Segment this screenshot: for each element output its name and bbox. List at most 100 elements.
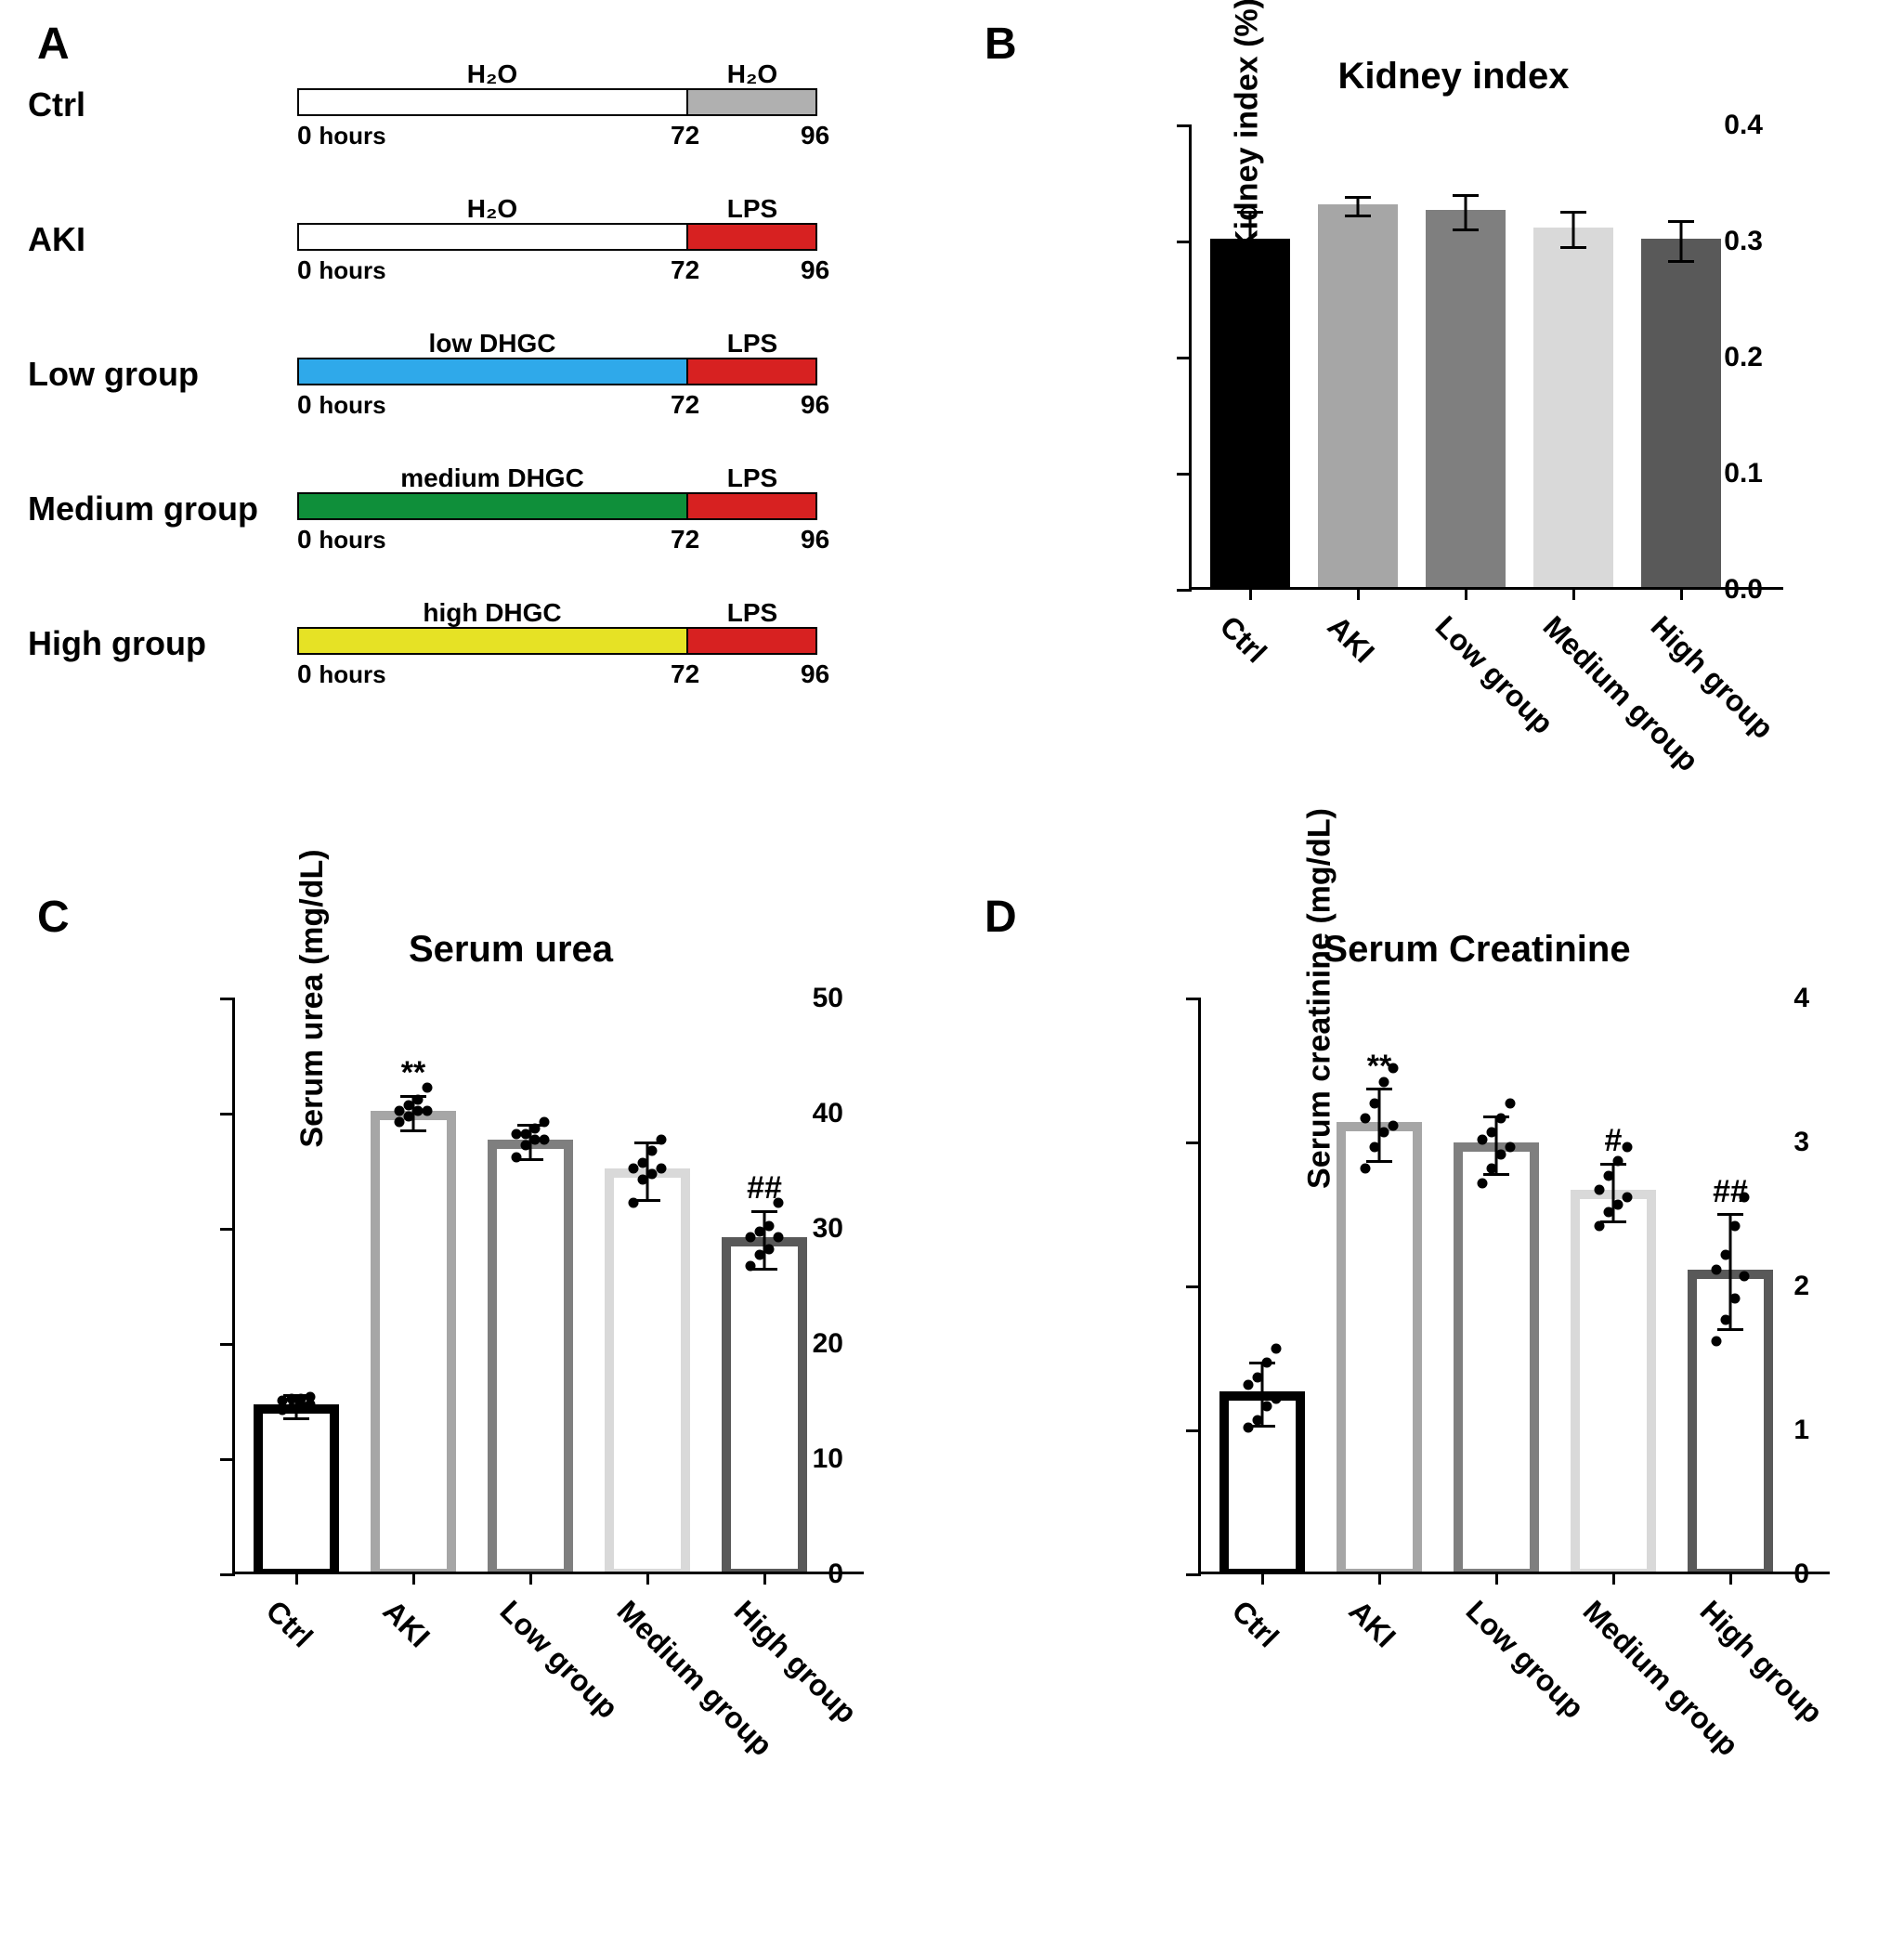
timeline-seg-label: LPS xyxy=(727,194,777,224)
data-point xyxy=(1506,1142,1516,1152)
data-point xyxy=(1506,1099,1516,1109)
bar xyxy=(605,1168,690,1572)
error-cap xyxy=(1560,211,1586,214)
error-bar xyxy=(763,1211,766,1269)
error-cap xyxy=(1483,1173,1509,1176)
y-tick xyxy=(1186,1142,1201,1144)
figure-root: A B C D CtrlH₂OH₂O0 hours7296AKIH₂OLPS0 … xyxy=(0,0,1904,1944)
y-tick-label: 10 xyxy=(813,1443,843,1475)
data-point xyxy=(657,1135,667,1145)
error-cap xyxy=(1668,220,1694,223)
x-tick xyxy=(1249,587,1252,600)
data-point xyxy=(1740,1272,1750,1282)
data-point xyxy=(1272,1343,1282,1353)
timeline-seg-label: medium DHGC xyxy=(400,463,584,493)
panel-b-chart: Kidney index Kidney index (%) 0.00.10.20… xyxy=(1068,56,1839,98)
error-cap xyxy=(1717,1328,1743,1331)
bar xyxy=(722,1237,807,1572)
significance-marker: # xyxy=(1605,1123,1623,1159)
data-point xyxy=(1712,1264,1722,1274)
plot-area: 01234CtrlAKI**Low groupMedium group#High… xyxy=(1198,998,1830,1574)
timeline-seg-1 xyxy=(299,629,686,653)
data-point xyxy=(540,1117,550,1128)
x-tick-label: Ctrl xyxy=(1225,1594,1285,1654)
data-point xyxy=(1496,1113,1506,1123)
data-point xyxy=(1244,1423,1254,1433)
x-tick-label: AKI xyxy=(1321,609,1381,670)
timeline-tick-72: 72 xyxy=(671,390,699,420)
timeline-bar xyxy=(297,627,817,655)
data-point xyxy=(512,1152,522,1162)
timeline-group-label: AKI xyxy=(28,220,85,259)
timeline-tick-72: 72 xyxy=(671,525,699,554)
error-cap xyxy=(1366,1160,1392,1163)
timeline-tick-72: 72 xyxy=(671,255,699,285)
error-cap xyxy=(1345,215,1371,217)
data-point xyxy=(1361,1113,1371,1123)
data-point xyxy=(774,1233,784,1243)
y-tick-label: 2 xyxy=(1793,1271,1809,1302)
y-tick-label: 0.3 xyxy=(1724,226,1763,257)
data-point xyxy=(638,1157,648,1168)
data-point xyxy=(1730,1221,1741,1232)
y-tick xyxy=(1177,241,1192,243)
data-point xyxy=(1721,1314,1731,1324)
timeline-tick-72: 72 xyxy=(671,659,699,689)
error-bar xyxy=(1249,213,1252,271)
y-tick xyxy=(220,1458,235,1461)
x-tick-label: Ctrl xyxy=(259,1594,320,1654)
timeline-group-label: High group xyxy=(28,624,206,663)
x-tick xyxy=(1495,1572,1498,1585)
bar xyxy=(1641,239,1721,587)
chart-title: Serum urea xyxy=(102,929,919,971)
panel-label-b: B xyxy=(985,19,1017,70)
bar-hollow xyxy=(1580,1199,1647,1569)
error-bar xyxy=(1729,1215,1732,1330)
data-point xyxy=(1244,1379,1254,1390)
bar-hollow xyxy=(1346,1131,1413,1569)
timeline-seg-label: LPS xyxy=(727,329,777,359)
timeline-group-label: Ctrl xyxy=(28,85,85,124)
data-point xyxy=(530,1123,541,1133)
data-point xyxy=(657,1164,667,1174)
timeline-seg-1 xyxy=(299,90,686,114)
data-point xyxy=(746,1261,756,1272)
timeline-row: High grouphigh DHGCLPS0 hours7296 xyxy=(56,576,892,711)
significance-marker: ## xyxy=(747,1170,782,1207)
error-cap xyxy=(400,1129,426,1132)
y-tick-label: 50 xyxy=(813,983,843,1014)
error-cap xyxy=(1345,196,1371,199)
timeline-bar xyxy=(297,88,817,116)
y-tick xyxy=(220,1228,235,1231)
data-point xyxy=(1604,1170,1614,1181)
y-tick xyxy=(1186,1285,1201,1288)
timeline-seg-label: LPS xyxy=(727,463,777,493)
data-point xyxy=(1262,1358,1272,1368)
timeline-seg-2 xyxy=(686,90,815,114)
x-tick xyxy=(1465,587,1467,600)
timeline-seg-2 xyxy=(686,225,815,249)
data-point xyxy=(1487,1128,1497,1138)
y-tick-label: 0.1 xyxy=(1724,458,1763,489)
bar-hollow xyxy=(731,1246,798,1569)
x-tick xyxy=(1680,587,1683,600)
x-tick-label: Low group xyxy=(1459,1594,1591,1726)
timeline-seg-label: H₂O xyxy=(467,59,517,89)
data-point xyxy=(1721,1250,1731,1260)
data-point xyxy=(1623,1142,1633,1152)
bar-hollow xyxy=(1463,1152,1530,1569)
x-tick xyxy=(763,1572,766,1585)
y-tick xyxy=(220,1573,235,1576)
bar xyxy=(1210,239,1290,587)
bar xyxy=(1533,228,1613,588)
error-cap xyxy=(1237,211,1263,214)
bar xyxy=(254,1404,339,1572)
timeline-tick-96: 96 xyxy=(801,390,829,420)
error-cap xyxy=(283,1417,309,1420)
y-tick xyxy=(1186,998,1201,1000)
x-tick xyxy=(646,1572,649,1585)
data-point xyxy=(1361,1164,1371,1174)
timeline-row: CtrlH₂OH₂O0 hours7296 xyxy=(56,37,892,172)
y-tick-label: 0.0 xyxy=(1724,574,1763,606)
error-cap xyxy=(1237,269,1263,272)
